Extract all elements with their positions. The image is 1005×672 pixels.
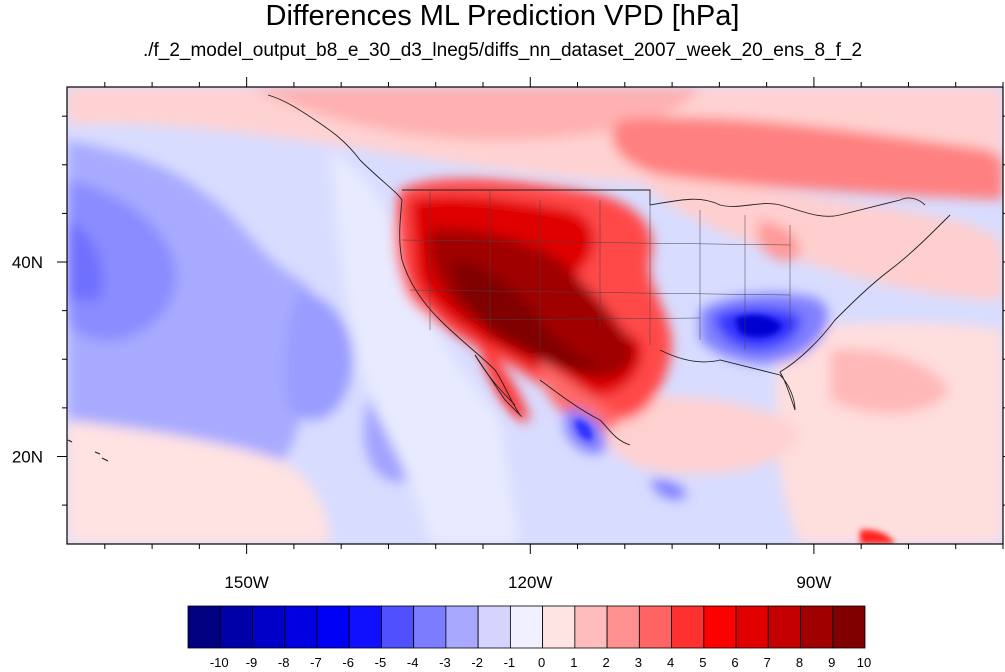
colorbar-label: 3: [635, 655, 642, 670]
colorbar-swatch: [832, 605, 866, 649]
colorbar-label: -4: [407, 655, 419, 670]
map-subtitle: ./f_2_model_output_b8_e_30_d3_lneg5/diff…: [142, 40, 863, 61]
colorbar: -10 -9 -8 -7 -6 -5 -4 -3 -2 -1 0 1 2 3 4 5 6 7 8 9 10: [187, 605, 871, 670]
colorbar-label: -6: [342, 655, 354, 670]
colorbar-swatch: [413, 605, 447, 649]
colorbar-swatch: [252, 605, 286, 649]
colorbar-swatch: [348, 605, 382, 649]
colorbar-label: 2: [602, 655, 609, 670]
axis-ticks: 150W 120W 90W 40N 20N: [12, 77, 1005, 592]
map-title: Differences ML Prediction VPD [hPa]: [265, 0, 740, 32]
colorbar-swatch: [574, 605, 608, 649]
colorbar-swatch: [187, 605, 221, 649]
colorbar-label: -2: [471, 655, 483, 670]
lon-tick-label: 90W: [796, 573, 831, 592]
colorbar-label: 10: [857, 655, 871, 670]
colorbar-swatch: [219, 605, 253, 649]
colorbar-label: 0: [538, 655, 545, 670]
colorbar-swatch: [316, 605, 350, 649]
colorbar-label: 9: [828, 655, 835, 670]
colorbar-swatch: [735, 605, 769, 649]
lat-tick-label: 20N: [12, 447, 43, 466]
colorbar-label: -3: [439, 655, 451, 670]
lon-tick-label: 120W: [508, 573, 552, 592]
colorbar-label: 1: [570, 655, 577, 670]
colorbar-swatch: [542, 605, 576, 649]
colorbar-swatch: [703, 605, 737, 649]
colorbar-label: -10: [210, 655, 229, 670]
colorbar-swatch: [671, 605, 705, 649]
hawaii-outline: [67, 439, 109, 462]
colorbar-label: 4: [667, 655, 674, 670]
colorbar-swatch: [800, 605, 834, 649]
state-borders: [401, 190, 791, 350]
colorbar-label: -1: [504, 655, 516, 670]
colorbar-swatch: [509, 605, 544, 649]
colorbar-label: 6: [731, 655, 738, 670]
coastlines: [267, 94, 951, 446]
colorbar-label: -8: [278, 655, 290, 670]
colorbar-label: 7: [764, 655, 771, 670]
colorbar-label: 5: [699, 655, 706, 670]
colorbar-label: 8: [796, 655, 803, 670]
colorbar-label: -9: [246, 655, 258, 670]
lat-tick-label: 40N: [12, 253, 43, 272]
colorbar-swatch: [284, 605, 318, 649]
colorbar-swatch: [445, 605, 479, 649]
colorbar-swatch: [606, 605, 640, 649]
colorbar-label: -7: [310, 655, 322, 670]
colorbar-label: -5: [375, 655, 387, 670]
colorbar-swatch: [638, 605, 672, 649]
map-frame: [66, 86, 1004, 545]
contour-field: [67, 87, 1003, 544]
lon-tick-label: 150W: [224, 573, 268, 592]
colorbar-swatch: [477, 605, 511, 649]
colorbar-swatch: [381, 605, 415, 649]
colorbar-swatch: [767, 605, 801, 649]
